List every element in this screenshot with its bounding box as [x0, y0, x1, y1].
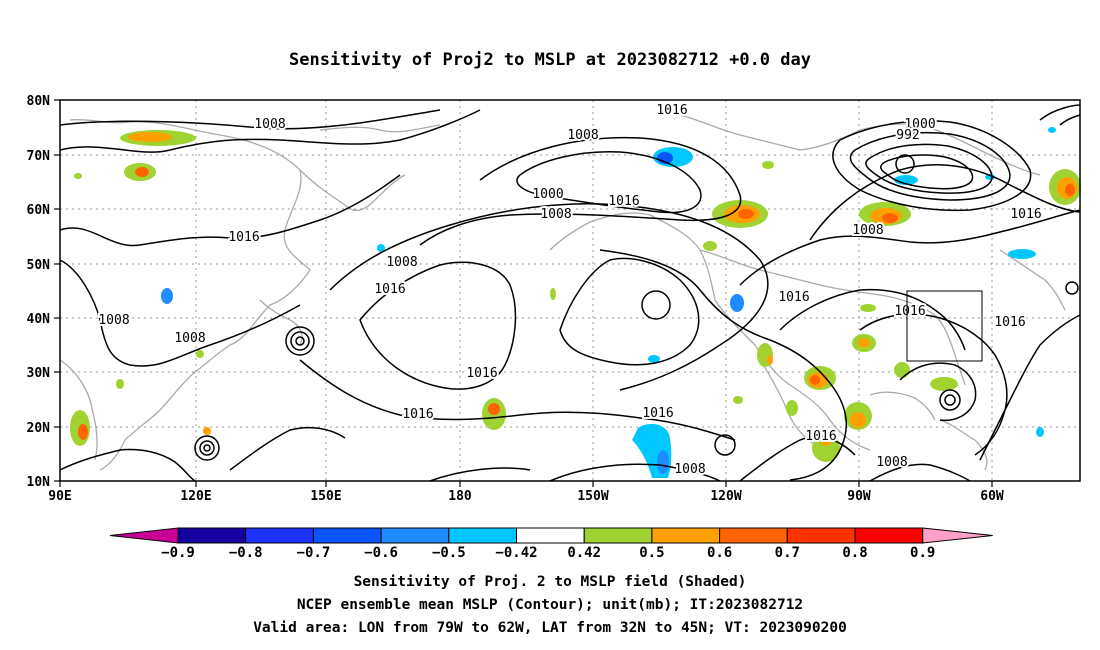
lat-label: 20N — [27, 421, 51, 436]
colorbar-swatch — [312, 527, 382, 544]
colorbar-label: 0.7 — [775, 545, 800, 561]
colorbar-swatch — [380, 527, 450, 544]
colorbar-label: 0.6 — [707, 545, 732, 561]
colorbar-swatch — [448, 527, 517, 544]
contour-label: 1016 — [608, 194, 639, 209]
lon-axis — [59, 481, 993, 487]
colorbar-swatch — [854, 527, 924, 544]
map-title: Sensitivity of Proj2 to MSLP at 20230827… — [289, 50, 811, 70]
colorbar-label: 0.8 — [842, 545, 867, 561]
map-figure: 1008 1016 1008 1000 1008 1016 1016 1000 … — [27, 94, 1081, 561]
contour-label: 1008 — [852, 223, 883, 238]
lon-label: 90E — [48, 489, 71, 504]
lon-label: 60W — [980, 489, 1004, 504]
colorbar-swatch — [516, 527, 585, 544]
contour-label: 1016 — [994, 315, 1025, 330]
lat-label: 10N — [27, 475, 51, 490]
caption-line-3: Valid area: LON from 79W to 62W, LAT fro… — [253, 620, 847, 636]
colorbar-swatch — [786, 527, 856, 544]
lat-axis — [54, 99, 60, 482]
colorbar-label: −0.7 — [297, 545, 331, 561]
contour-label: 1016 — [805, 429, 836, 444]
contour-label: 1008 — [386, 255, 417, 270]
contour-label: 1016 — [374, 282, 405, 297]
colorbar-right-triangle — [922, 527, 993, 544]
lon-label: 120E — [180, 489, 211, 504]
contour-label: 1016 — [1010, 207, 1041, 222]
contour-label: 1008 — [876, 455, 907, 470]
colorbar-swatch — [245, 527, 314, 544]
contour-label: 1016 — [466, 366, 497, 381]
coastlines — [59, 114, 1066, 471]
lon-label: 180 — [448, 489, 472, 504]
valid-area-box — [906, 290, 983, 362]
lon-label: 90W — [847, 489, 871, 504]
contour-label: 992 — [896, 128, 919, 143]
lon-label: 120W — [710, 489, 741, 504]
contour-label: 1016 — [656, 103, 687, 118]
colorbar-swatch — [719, 527, 788, 544]
contour-label: 1008 — [674, 462, 705, 477]
lon-label: 150W — [577, 489, 608, 504]
lat-label: 50N — [27, 258, 51, 273]
contour-labels: 1008 1016 1008 1000 1008 1016 1016 1000 … — [96, 101, 1043, 479]
contour-label: 1000 — [532, 187, 563, 202]
sensitivity-shading — [70, 127, 1081, 478]
contour-label: 1008 — [254, 117, 285, 132]
contour-label: 1016 — [642, 406, 673, 421]
caption-line-1: Sensitivity of Proj. 2 to MSLP field (Sh… — [353, 574, 747, 590]
contour-label: 1016 — [402, 407, 433, 422]
colorbar-label: 0.42 — [567, 545, 601, 561]
contour-label: 1000 — [904, 117, 935, 132]
colorbar-left-triangle — [109, 527, 179, 544]
colorbar-label: −0.9 — [161, 545, 195, 561]
lat-label: 70N — [27, 149, 51, 164]
contour-label: 1016 — [778, 290, 809, 305]
lat-label: 80N — [27, 94, 51, 109]
contour-label: 1016 — [894, 304, 925, 319]
colorbar-label: −0.8 — [229, 545, 263, 561]
colorbar-label: −0.42 — [495, 545, 537, 561]
lat-label: 40N — [27, 312, 51, 327]
lat-label: 30N — [27, 366, 51, 381]
contour-label: 1008 — [174, 331, 205, 346]
colorbar-label: −0.5 — [432, 545, 466, 561]
lat-label: 60N — [27, 203, 51, 218]
colorbar-swatch — [583, 527, 653, 544]
mslp-contours — [59, 104, 1081, 482]
contour-label: 1016 — [228, 230, 259, 245]
colorbar-swatch — [651, 527, 721, 544]
contour-label: 1008 — [98, 313, 129, 328]
colorbar: −0.9 −0.8 −0.7 −0.6 −0.5 −0.42 0.42 0.5 0.6 0.7 0.… — [109, 527, 993, 561]
colorbar-label: −0.6 — [364, 545, 398, 561]
colorbar-label: 0.5 — [639, 545, 664, 561]
lon-label: 150E — [310, 489, 341, 504]
contour-label: 1008 — [567, 128, 598, 143]
colorbar-swatch — [177, 527, 247, 544]
map-frame — [59, 99, 1081, 482]
contour-label: 1008 — [540, 207, 571, 222]
colorbar-label: 0.9 — [910, 545, 935, 561]
caption-line-2: NCEP ensemble mean MSLP (Contour); unit(… — [296, 597, 804, 613]
